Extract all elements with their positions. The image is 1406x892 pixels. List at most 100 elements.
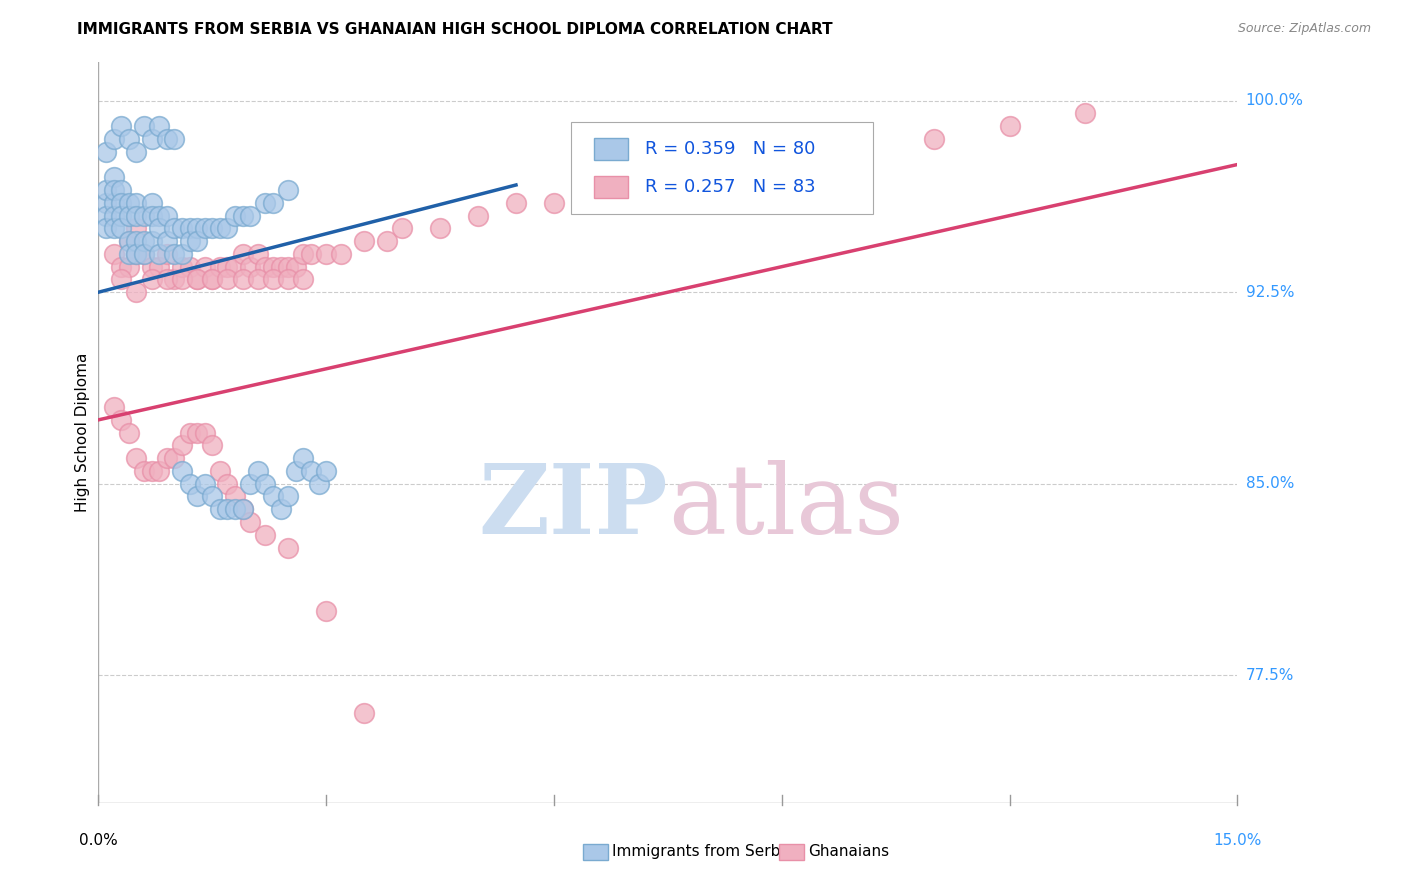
Point: [262, 260, 284, 274]
Point: [315, 604, 337, 618]
Point: [141, 234, 163, 248]
Text: 85.0%: 85.0%: [1246, 476, 1294, 491]
Point: [110, 120, 132, 134]
Point: [232, 272, 254, 286]
Point: [353, 706, 375, 721]
Point: [118, 247, 141, 261]
Point: [657, 170, 679, 185]
Point: [277, 183, 299, 197]
Point: [429, 221, 451, 235]
Text: IMMIGRANTS FROM SERBIA VS GHANAIAN HIGH SCHOOL DIPLOMA CORRELATION CHART: IMMIGRANTS FROM SERBIA VS GHANAIAN HIGH …: [77, 22, 832, 37]
Point: [103, 132, 125, 146]
Point: [103, 183, 125, 197]
Point: [148, 260, 170, 274]
Point: [148, 209, 170, 223]
Point: [391, 221, 413, 235]
Text: R = 0.359   N = 80: R = 0.359 N = 80: [645, 140, 815, 158]
FancyBboxPatch shape: [593, 138, 628, 161]
Point: [132, 120, 155, 134]
Point: [733, 157, 755, 171]
Point: [94, 183, 117, 197]
Point: [239, 476, 262, 491]
Point: [103, 400, 125, 414]
Point: [156, 247, 179, 261]
Point: [201, 490, 224, 504]
Point: [201, 272, 224, 286]
Point: [179, 425, 201, 440]
Point: [770, 157, 793, 171]
Point: [299, 464, 322, 478]
Point: [170, 438, 193, 452]
Point: [232, 502, 254, 516]
Point: [270, 502, 292, 516]
Point: [224, 502, 246, 516]
Point: [581, 183, 603, 197]
Point: [103, 221, 125, 235]
Point: [254, 476, 277, 491]
Point: [148, 221, 170, 235]
Point: [262, 272, 284, 286]
Point: [170, 464, 193, 478]
Point: [1074, 106, 1097, 120]
Point: [110, 413, 132, 427]
Point: [110, 209, 132, 223]
Point: [170, 247, 193, 261]
Point: [141, 272, 163, 286]
Point: [277, 490, 299, 504]
Point: [315, 247, 337, 261]
Point: [163, 221, 186, 235]
Point: [186, 272, 208, 286]
Point: [239, 515, 262, 529]
Point: [118, 234, 141, 248]
Point: [201, 438, 224, 452]
Text: 77.5%: 77.5%: [1246, 667, 1294, 682]
Point: [292, 451, 315, 466]
Point: [194, 476, 217, 491]
Point: [125, 247, 148, 261]
Text: 15.0%: 15.0%: [1213, 833, 1261, 848]
Point: [132, 209, 155, 223]
Point: [103, 170, 125, 185]
Point: [315, 464, 337, 478]
Point: [94, 145, 117, 159]
Text: 92.5%: 92.5%: [1246, 285, 1294, 300]
Point: [103, 209, 125, 223]
Text: R = 0.257   N = 83: R = 0.257 N = 83: [645, 178, 815, 195]
Point: [118, 195, 141, 210]
Point: [125, 209, 148, 223]
Point: [292, 247, 315, 261]
Point: [141, 209, 163, 223]
Point: [217, 502, 239, 516]
Text: Source: ZipAtlas.com: Source: ZipAtlas.com: [1237, 22, 1371, 36]
Point: [277, 260, 299, 274]
Point: [110, 183, 132, 197]
Point: [163, 272, 186, 286]
Text: Immigrants from Serbia: Immigrants from Serbia: [613, 845, 794, 859]
Point: [308, 476, 330, 491]
Point: [156, 209, 179, 223]
Point: [179, 476, 201, 491]
Point: [163, 132, 186, 146]
Point: [217, 272, 239, 286]
Point: [284, 260, 307, 274]
Point: [125, 247, 148, 261]
Point: [110, 221, 132, 235]
Point: [224, 209, 246, 223]
Point: [141, 195, 163, 210]
Point: [194, 221, 217, 235]
Point: [118, 234, 141, 248]
Point: [299, 247, 322, 261]
Point: [194, 425, 217, 440]
Point: [262, 195, 284, 210]
Point: [239, 209, 262, 223]
Point: [217, 476, 239, 491]
Point: [163, 247, 186, 261]
Point: [254, 195, 277, 210]
Point: [277, 272, 299, 286]
Point: [156, 272, 179, 286]
Point: [186, 234, 208, 248]
Point: [118, 425, 141, 440]
Point: [170, 221, 193, 235]
Point: [118, 132, 141, 146]
Point: [125, 221, 148, 235]
